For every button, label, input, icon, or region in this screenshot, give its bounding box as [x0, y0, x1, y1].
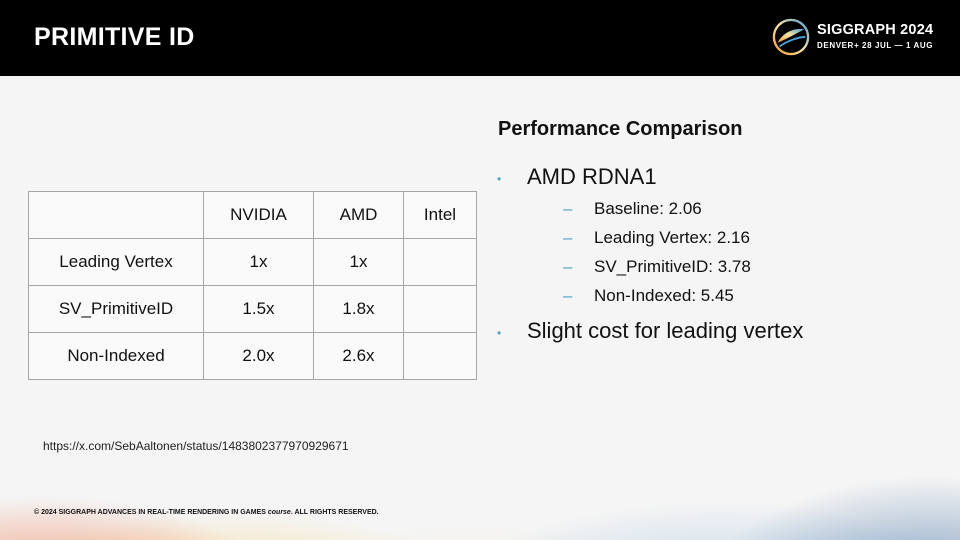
row-label: SV_PrimitiveID	[28, 285, 204, 333]
siggraph-swirl-icon	[772, 18, 810, 56]
brand-name: SIGGRAPH 2024	[817, 22, 934, 38]
table-cell: 1x	[313, 238, 404, 286]
copyright-italic: course	[267, 509, 291, 516]
bullet-text: Slight cost for leading vertex	[527, 318, 804, 343]
table-header-cell: AMD	[313, 191, 404, 239]
table-row: Leading Vertex 1x 1x	[28, 238, 477, 286]
comparison-heading: Performance Comparison	[498, 118, 743, 140]
copyright-suffix: . ALL RIGHTS RESERVED.	[290, 509, 379, 516]
source-link[interactable]: https://x.com/SebAaltonen/status/1483802…	[43, 439, 349, 453]
table-header-cell	[28, 191, 204, 239]
brand-subtitle: DENVER+ 28 JUL — 1 AUG	[817, 41, 934, 50]
table-cell	[403, 238, 477, 286]
sub-bullet-text: Baseline: 2.06	[594, 199, 702, 218]
dash-icon: –	[563, 199, 573, 218]
dash-icon: –	[563, 257, 573, 276]
copyright-notice: © 2024 SIGGRAPH ADVANCES IN REAL-TIME RE…	[34, 509, 379, 516]
table-cell	[403, 285, 477, 333]
table-header-cell: Intel	[403, 191, 477, 239]
sub-bullet-text: SV_PrimitiveID: 3.78	[594, 257, 751, 276]
slide-header: PRIMITIVE ID SIGGRAPH 2024 DENVER+ 28 JU…	[0, 0, 960, 76]
table-cell: 2.0x	[203, 332, 314, 380]
table-cell: 1.8x	[313, 285, 404, 333]
table-header-cell: NVIDIA	[203, 191, 314, 239]
bullet-text: AMD RDNA1	[527, 164, 657, 189]
sub-bullet-text: Leading Vertex: 2.16	[594, 228, 750, 247]
table-cell: 2.6x	[313, 332, 404, 380]
row-label: Non-Indexed	[28, 332, 204, 380]
table-cell: 1.5x	[203, 285, 314, 333]
bullet-dot-icon: •	[497, 172, 502, 186]
table-cell	[403, 332, 477, 380]
slide-title: PRIMITIVE ID	[34, 23, 195, 51]
dash-icon: –	[563, 228, 573, 247]
bullet-dot-icon: •	[497, 326, 502, 340]
table-row: SV_PrimitiveID 1.5x 1.8x	[28, 285, 477, 333]
sub-bullet-text: Non-Indexed: 5.45	[594, 286, 734, 305]
row-label: Leading Vertex	[28, 238, 204, 286]
table-cell: 1x	[203, 238, 314, 286]
performance-table: NVIDIA AMD Intel Leading Vertex 1x 1x SV…	[28, 191, 477, 380]
table-header-row: NVIDIA AMD Intel	[28, 191, 477, 239]
dash-icon: –	[563, 286, 573, 305]
copyright-prefix: © 2024 SIGGRAPH ADVANCES IN REAL-TIME RE…	[34, 509, 266, 516]
table-row: Non-Indexed 2.0x 2.6x	[28, 332, 477, 380]
